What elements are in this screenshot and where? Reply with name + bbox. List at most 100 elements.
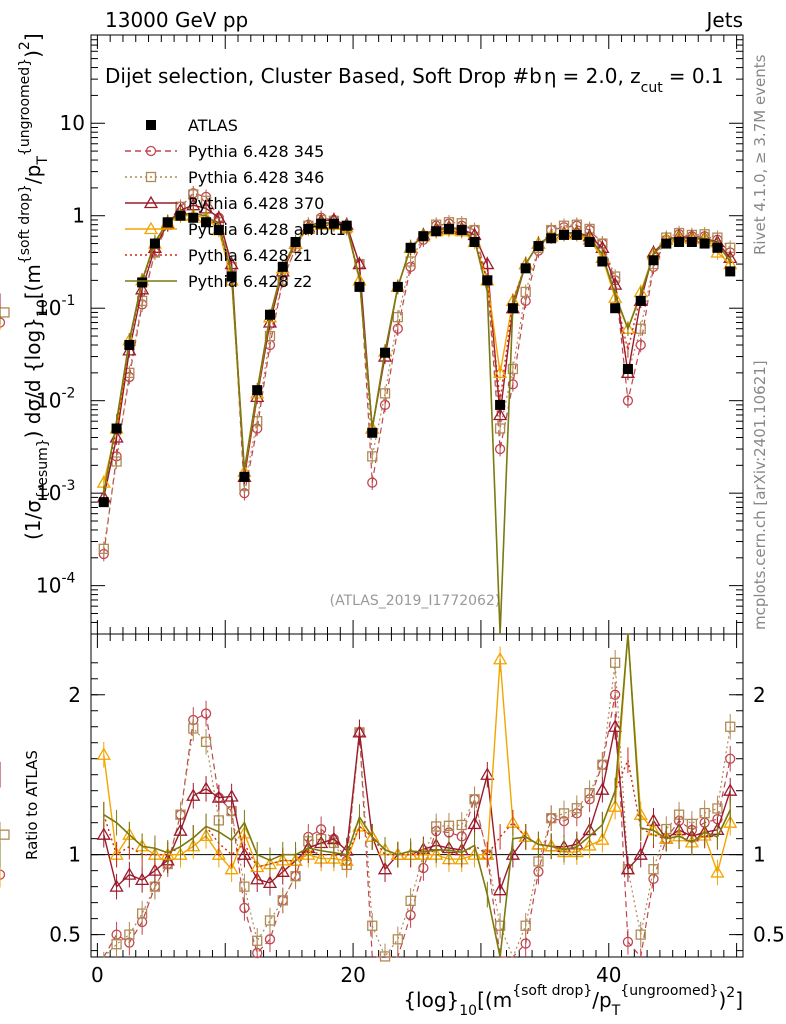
legend-label-z1: Pythia 6.428 z1 (188, 246, 312, 265)
atlas-point (533, 241, 544, 252)
ratio-ytick-label: 0.5 (49, 923, 81, 947)
atlas-point (699, 238, 710, 249)
atlas-point (405, 242, 416, 253)
legend-marker-ambt1 (143, 221, 159, 235)
atlas-point (482, 275, 493, 286)
atlas-point (520, 263, 531, 274)
point-p346 (264, 330, 276, 342)
point-p346 (379, 388, 391, 399)
ratio-line-z2 (103, 633, 731, 958)
ratio-point-p346 (712, 803, 723, 814)
svg-text:(1/σ{resum}) dσ/d {log}10[(m{s: (1/σ{resum}) dσ/d {log}10[(m{soft drop}/… (17, 33, 51, 540)
ratio-plot-frame (90, 633, 744, 958)
ratio-point-p370 (620, 861, 636, 875)
atlas-point (674, 236, 685, 247)
legend-marker-atlas (146, 120, 156, 130)
atlas-point (431, 226, 442, 237)
atlas-point (622, 364, 633, 375)
atlas-point (648, 255, 659, 266)
ratio-point-p370 (186, 788, 201, 801)
atlas-point (226, 271, 237, 282)
atlas-point (725, 266, 736, 277)
atlas-point (98, 497, 109, 508)
plot-title: Dijet selection, Cluster Based, Soft Dro… (105, 64, 724, 96)
atlas-point (316, 218, 327, 229)
point-ambt1 (608, 290, 623, 303)
legend-marker-p346 (145, 171, 157, 183)
atlas-point (264, 309, 275, 320)
ratio-point-p346 (0, 829, 10, 840)
ratio-point-p346 (648, 864, 659, 875)
atlas-point (456, 225, 467, 236)
ratio-point-p346 (584, 788, 595, 799)
ratio-point-p370 (480, 767, 495, 780)
ratio-point-p370 (377, 861, 393, 875)
series-line-z2 (102, 212, 731, 635)
ratio-point-p345 (622, 936, 634, 948)
ratio-point-ambt1 (582, 838, 597, 851)
ratio-point-p370 (608, 719, 623, 732)
ratio-point-p346 (252, 935, 263, 946)
ratio-point-p370 (492, 882, 508, 896)
main-ytick-label: 10-4 (36, 571, 76, 598)
ratio-point-p370 (505, 847, 521, 860)
atlas-point (495, 399, 506, 410)
ratio-point-p370 (633, 847, 648, 860)
ratio-point-p346 (456, 819, 467, 831)
legend-label-atlas: ATLAS (188, 116, 238, 135)
ratio-point-ambt1 (710, 865, 725, 878)
ratio-point-p346 (379, 951, 391, 962)
legend-label-ambt1: Pythia 6.428 ambt1 (188, 220, 346, 239)
atlas-point (149, 238, 160, 249)
xlabel: {log}10[(m{soft drop}/pT{ungroomed})2] (403, 983, 743, 1019)
ratio-point-p346 (520, 920, 531, 931)
ratio-point-p346 (277, 895, 288, 906)
atlas-point (418, 231, 429, 242)
ratio-point-p346 (494, 920, 506, 931)
main-ylabel: (1/σ{resum}) dσ/d {log}10[(m{soft drop}/… (17, 33, 51, 540)
ratio-point-p346 (431, 821, 442, 832)
atlas-point (137, 277, 148, 288)
main-series-group (0, 185, 738, 635)
ratio-point-ambt1 (96, 747, 111, 760)
ratio-series-group (0, 633, 738, 962)
ratio-point-p370 (237, 847, 252, 860)
ratio-point-p370 (135, 872, 150, 886)
ratio-ytick-label-right: 1 (753, 843, 766, 867)
atlas-point (252, 385, 263, 396)
atlas-point (213, 225, 224, 236)
header-right: Jets (705, 8, 743, 32)
ratio-point-p346 (264, 915, 276, 926)
atlas-point (367, 427, 378, 438)
xtick-label: 0 (91, 963, 104, 987)
atlas-point (469, 236, 480, 247)
legend-label-p345: Pythia 6.428 345 (188, 142, 324, 161)
ratio-point-p345 (725, 753, 736, 764)
atlas-point (188, 212, 199, 223)
main-ytick-label: 10 (60, 111, 85, 135)
ratio-point-p346 (392, 934, 403, 945)
ratio-point-p370 (595, 782, 610, 795)
main-ytick-label: 10-3 (36, 478, 75, 505)
ratio-line-p346 (103, 662, 731, 959)
atlas-point (239, 471, 250, 482)
atlas-point (111, 423, 122, 434)
atlas-point (290, 236, 301, 247)
point-p345 (367, 477, 378, 488)
rivet-label: Rivet 4.1.0, ≥ 3.7M events (751, 54, 769, 255)
point-p370 (250, 389, 265, 403)
ratio-ytick-label: 1 (68, 843, 81, 867)
ratio-point-p346 (571, 803, 582, 814)
point-p345 (0, 317, 6, 328)
atlas-point (124, 340, 135, 351)
ratio-yaxis: 0.5 0.5 1 1 2 2 (49, 662, 785, 952)
ratio-point-p346 (367, 920, 378, 931)
ratio-point-p346 (558, 808, 570, 819)
point-p346 (494, 423, 506, 434)
point-p346 (520, 286, 531, 298)
atlas-point (328, 218, 339, 229)
point-p346 (392, 312, 403, 323)
ratio-point-p346 (200, 736, 212, 747)
atlas-point (610, 303, 621, 314)
point-p345 (507, 379, 519, 390)
